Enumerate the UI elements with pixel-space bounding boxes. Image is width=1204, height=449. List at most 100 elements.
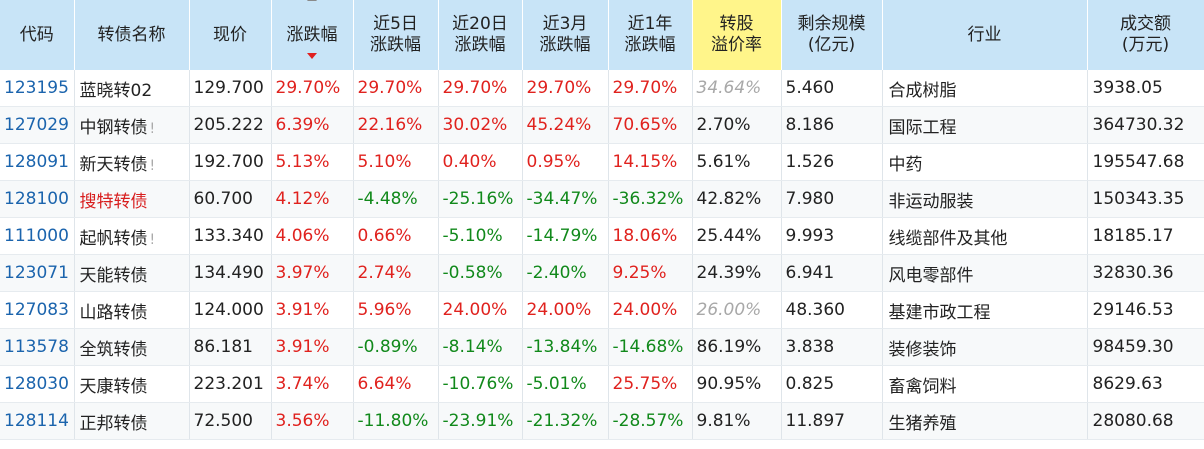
change-5d-cell: 0.66% xyxy=(353,217,439,255)
remaining-cell: 6.941 xyxy=(781,254,883,292)
change-pct: 5.13% xyxy=(275,152,330,172)
remaining-size: 7.980 xyxy=(785,189,835,209)
industry-cell: 合成树脂 xyxy=(882,70,1088,107)
change-3m: 45.24% xyxy=(526,115,592,135)
bond-code: 127083 xyxy=(4,300,69,320)
table-row[interactable]: 111000 起帆转债! 133.340 4.06% 0.66% -5.10% -14.79… xyxy=(0,217,1204,255)
change-cell: 4.06% xyxy=(271,217,354,255)
turnover-amount: 364730.32 xyxy=(1092,115,1185,135)
bond-name-cell[interactable]: 搜特转债 xyxy=(74,180,190,218)
col-header-price-label: 现价 xyxy=(213,24,247,45)
change-20d-cell: -5.10% xyxy=(438,217,523,255)
price-cell: 72.500 xyxy=(189,402,272,440)
col-header-change[interactable]: 涨跌幅 xyxy=(271,0,354,70)
price-cell: 205.222 xyxy=(189,106,272,144)
bond-code-link[interactable]: 123071 xyxy=(0,254,75,292)
change-20d: -23.91% xyxy=(442,411,514,431)
remaining-cell: 11.897 xyxy=(781,402,883,440)
col-header-1y[interactable]: 近1年 涨跌幅 xyxy=(608,0,693,70)
table-row[interactable]: 123195 蓝晓转02 129.700 29.70% 29.70% 29.70% 29.7… xyxy=(0,70,1204,107)
premium-cell: 25.44% xyxy=(692,217,782,255)
col-header-amount[interactable]: 成交额 (万元) xyxy=(1087,0,1204,70)
bond-code-link[interactable]: 111000 xyxy=(0,217,75,255)
change-cell: 5.13% xyxy=(271,143,354,181)
premium-cell: 2.70% xyxy=(692,106,782,144)
change-3m-cell: -13.84% xyxy=(522,328,609,366)
change-pct: 3.56% xyxy=(275,411,330,431)
table-row[interactable]: 113578 全筑转债 86.181 3.91% -0.89% -8.14% -13.84%… xyxy=(0,328,1204,366)
sort-asc-icon[interactable] xyxy=(307,0,317,1)
bond-name-cell[interactable]: 山路转债 xyxy=(74,291,190,329)
amount-cell: 195547.68 xyxy=(1087,143,1204,181)
industry-cell: 线缆部件及其他 xyxy=(882,217,1088,255)
amount-cell: 18185.17 xyxy=(1087,217,1204,255)
remaining-size: 11.897 xyxy=(785,411,845,431)
col-header-premium[interactable]: 转股 溢价率 xyxy=(692,0,782,70)
bond-code-link[interactable]: 128030 xyxy=(0,365,75,403)
table-row[interactable]: 127029 中钢转债! 205.222 6.39% 22.16% 30.02% 45.24… xyxy=(0,106,1204,144)
bond-name: 天能转债 xyxy=(79,265,148,286)
bond-code-link[interactable]: 128091 xyxy=(0,143,75,181)
change-5d: -4.48% xyxy=(357,189,418,209)
bond-name-cell[interactable]: 蓝晓转02 xyxy=(74,70,190,107)
col-header-20d[interactable]: 近20日 涨跌幅 xyxy=(438,0,523,70)
turnover-amount: 195547.68 xyxy=(1092,152,1185,172)
premium-cell: 9.81% xyxy=(692,402,782,440)
bond-name-cell[interactable]: 新天转债! xyxy=(74,143,190,181)
change-20d: 29.70% xyxy=(442,78,508,98)
bond-name-cell[interactable]: 中钢转债! xyxy=(74,106,190,144)
col-header-amount-line1: 成交额 xyxy=(1120,14,1171,34)
bond-code-link[interactable]: 127083 xyxy=(0,291,75,329)
change-pct: 6.39% xyxy=(275,115,330,135)
industry: 合成树脂 xyxy=(888,80,957,101)
col-header-remaining[interactable]: 剩余规模 (亿元) xyxy=(781,0,883,70)
bond-name-cell[interactable]: 天能转债 xyxy=(74,254,190,292)
bond-name-cell[interactable]: 起帆转债! xyxy=(74,217,190,255)
table-row[interactable]: 128030 天康转债 223.201 3.74% 6.64% -10.76% -5.01%… xyxy=(0,365,1204,403)
industry-cell: 国际工程 xyxy=(882,106,1088,144)
premium-rate: 86.19% xyxy=(696,337,762,357)
table-row[interactable]: 128100 搜特转债 60.700 4.12% -4.48% -25.16% -34.47… xyxy=(0,180,1204,218)
col-header-3m[interactable]: 近3月 涨跌幅 xyxy=(522,0,609,70)
price-cell: 223.201 xyxy=(189,365,272,403)
premium-cell: 34.64% xyxy=(692,70,782,107)
table-row[interactable]: 128114 正邦转债 72.500 3.56% -11.80% -23.91% -21.3… xyxy=(0,402,1204,440)
change-1y: 24.00% xyxy=(612,300,678,320)
bond-name-cell[interactable]: 天康转债 xyxy=(74,365,190,403)
change-cell: 3.91% xyxy=(271,291,354,329)
col-header-industry[interactable]: 行业 xyxy=(882,0,1088,70)
premium-rate: 34.64% xyxy=(696,78,762,98)
bond-code-link[interactable]: 113578 xyxy=(0,328,75,366)
col-header-5d[interactable]: 近5日 涨跌幅 xyxy=(353,0,439,70)
col-header-price[interactable]: 现价 xyxy=(189,0,272,70)
change-5d-cell: 22.16% xyxy=(353,106,439,144)
industry-cell: 畜禽饲料 xyxy=(882,365,1088,403)
premium-cell: 26.00% xyxy=(692,291,782,329)
bond-code-link[interactable]: 128114 xyxy=(0,402,75,440)
industry: 风电零部件 xyxy=(888,265,974,286)
bond-name-cell[interactable]: 正邦转债 xyxy=(74,402,190,440)
warning-icon: ! xyxy=(149,231,156,248)
table-header: 代码 转债名称 现价 涨跌幅 近5日 涨跌幅 近20日 涨跌幅 近3月 涨跌幅 近1年… xyxy=(0,0,1204,70)
table-row[interactable]: 127083 山路转债 124.000 3.91% 5.96% 24.00% 24.00% 2… xyxy=(0,291,1204,329)
bond-name-cell[interactable]: 全筑转债 xyxy=(74,328,190,366)
change-20d-cell: -0.58% xyxy=(438,254,523,292)
industry-cell: 风电零部件 xyxy=(882,254,1088,292)
table-row[interactable]: 123071 天能转债 134.490 3.97% 2.74% -0.58% -2.40% 9… xyxy=(0,254,1204,292)
bond-code-link[interactable]: 127029 xyxy=(0,106,75,144)
col-header-name[interactable]: 转债名称 xyxy=(74,0,190,70)
change-3m: -34.47% xyxy=(526,189,598,209)
bond-code: 127029 xyxy=(4,115,69,135)
change-5d-cell: 5.10% xyxy=(353,143,439,181)
bond-code: 128030 xyxy=(4,374,69,394)
col-header-5d-line2: 涨跌幅 xyxy=(370,35,421,55)
remaining-cell: 7.980 xyxy=(781,180,883,218)
table-row[interactable]: 128091 新天转债! 192.700 5.13% 5.10% 0.40% 0.95% 14… xyxy=(0,143,1204,181)
change-3m-cell: -5.01% xyxy=(522,365,609,403)
remaining-cell: 0.825 xyxy=(781,365,883,403)
price-cell: 134.490 xyxy=(189,254,272,292)
sort-desc-icon[interactable] xyxy=(307,52,317,59)
bond-code-link[interactable]: 123195 xyxy=(0,70,75,107)
col-header-code[interactable]: 代码 xyxy=(0,0,75,70)
bond-code-link[interactable]: 128100 xyxy=(0,180,75,218)
